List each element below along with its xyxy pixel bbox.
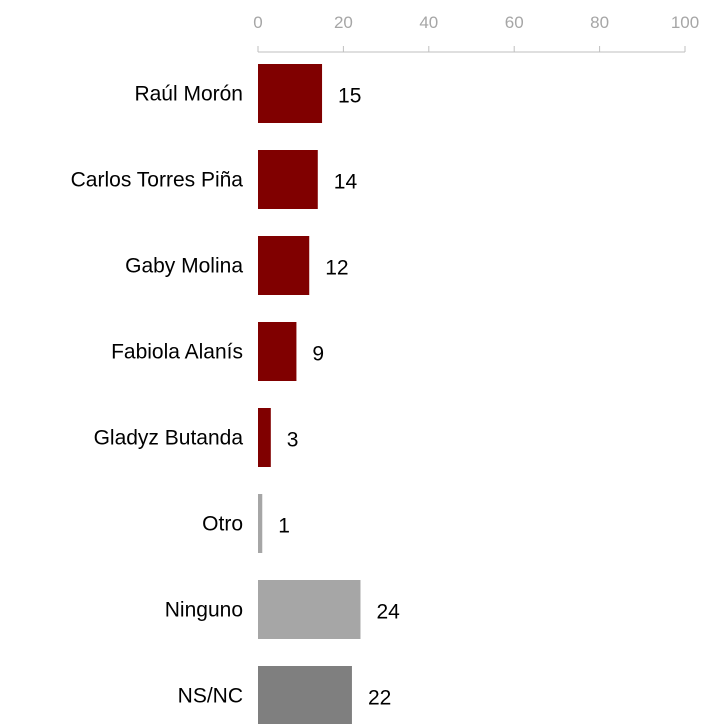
value-label-7: 22: [368, 687, 391, 710]
bar-6: [258, 580, 361, 639]
value-label-2: 12: [325, 257, 348, 280]
x-tick-label-2: 40: [419, 13, 438, 32]
category-label-1: Carlos Torres Piña: [71, 169, 244, 192]
category-label-2: Gaby Molina: [125, 255, 243, 278]
value-label-6: 24: [376, 601, 400, 624]
x-tick-label-1: 20: [334, 13, 353, 32]
x-axis: 0 20 40 60 80 100: [253, 13, 699, 53]
bar-4: [258, 408, 271, 467]
category-label-0: Raúl Morón: [134, 83, 243, 106]
value-label-4: 3: [287, 429, 299, 452]
value-label-5: 1: [278, 515, 290, 538]
value-label-3: 9: [312, 343, 324, 366]
value-label-0: 15: [338, 85, 361, 108]
bar-7: [258, 666, 352, 724]
category-label-5: Otro: [202, 513, 243, 536]
category-label-7: NS/NC: [178, 685, 243, 708]
category-label-3: Fabiola Alanís: [111, 341, 243, 364]
bar-5: [258, 494, 263, 553]
bar-1: [258, 150, 318, 209]
bar-3: [258, 322, 297, 381]
labels: Raúl Morón 15 Carlos Torres Piña 14 Gaby Mol…: [71, 83, 401, 710]
category-label-4: Gladyz Butanda: [94, 427, 244, 450]
x-tick-label-0: 0: [253, 13, 262, 32]
x-tick-label-3: 60: [505, 13, 524, 32]
value-label-1: 14: [334, 171, 358, 194]
bars: [258, 64, 361, 724]
x-tick-label-5: 100: [671, 13, 699, 32]
category-label-6: Ninguno: [165, 599, 243, 622]
bar-0: [258, 64, 323, 123]
bar-2: [258, 236, 310, 295]
x-tick-label-4: 80: [590, 13, 609, 32]
